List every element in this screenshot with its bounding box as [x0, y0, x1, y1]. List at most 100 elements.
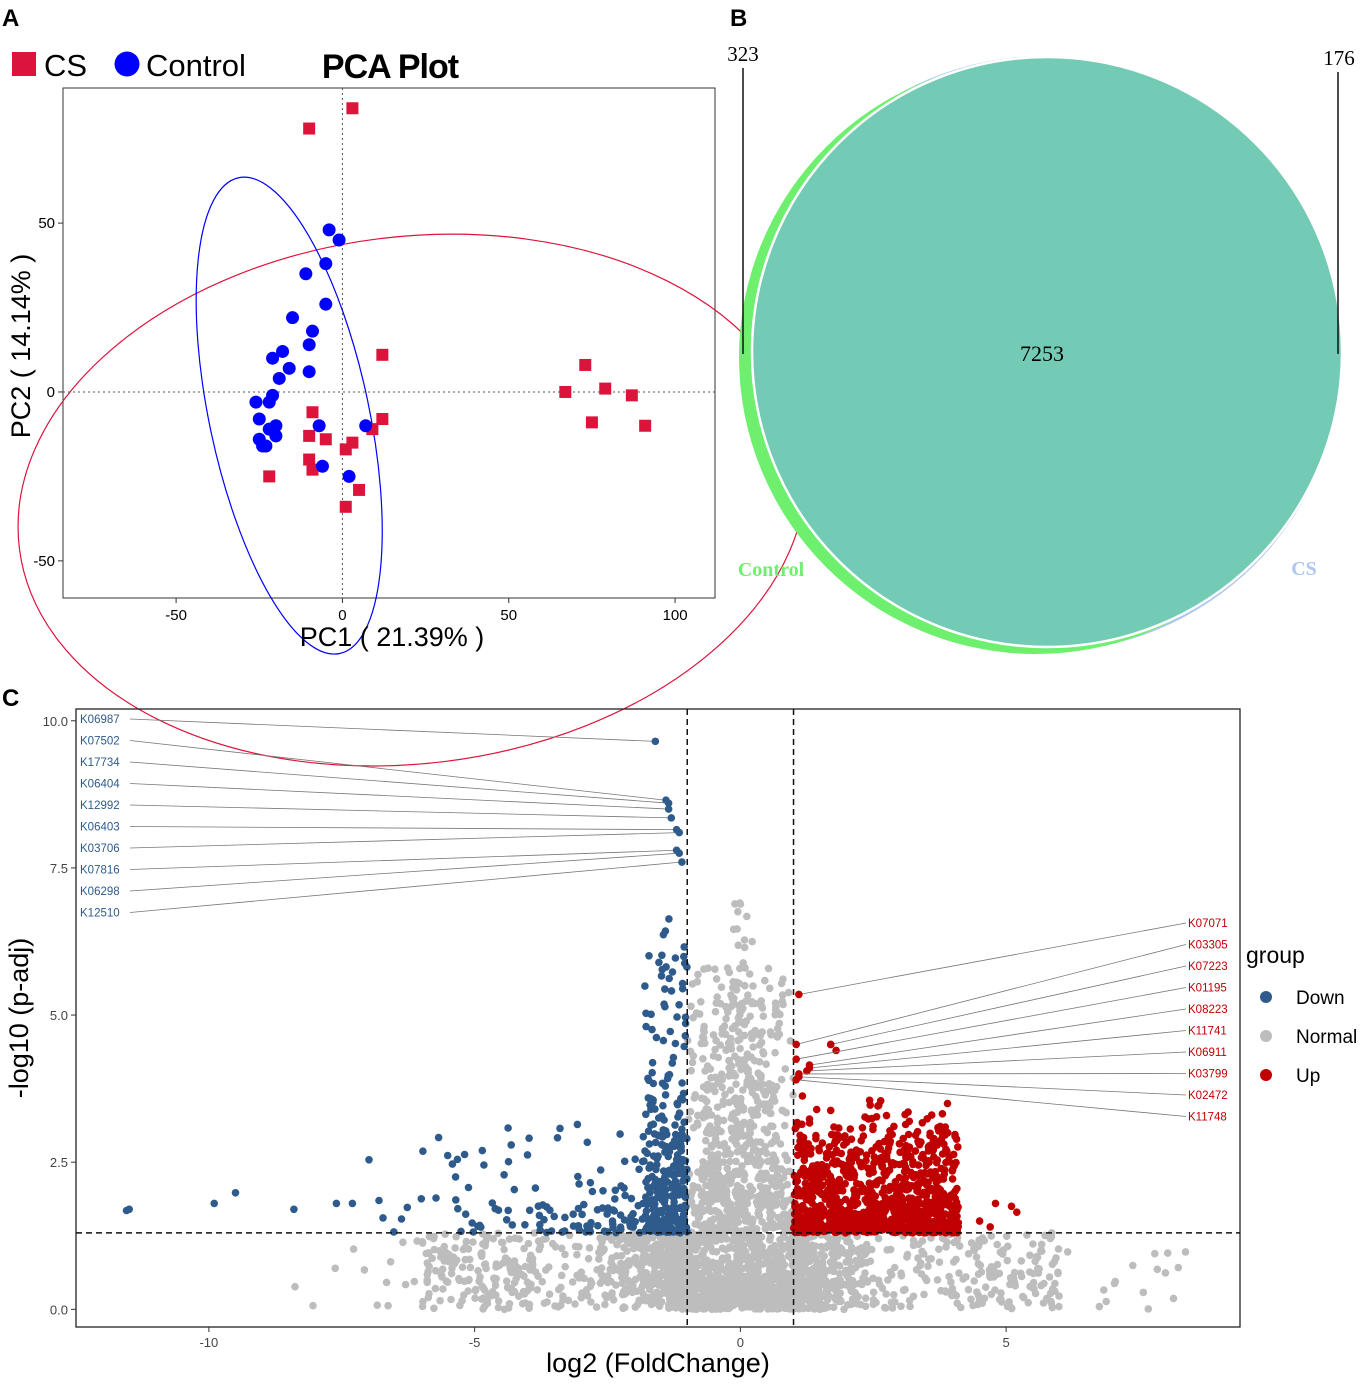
- volcano-xtick-label: -10: [199, 1335, 218, 1350]
- volcano-point-normal: [943, 1238, 951, 1246]
- volcano-point-down: [580, 1200, 588, 1209]
- volcano-point-normal: [758, 1100, 766, 1108]
- volcano-point-normal: [732, 1080, 740, 1088]
- volcano-point-normal: [617, 1252, 626, 1260]
- volcano-point-up: [803, 1142, 811, 1150]
- volcano-point-up: [884, 1185, 892, 1193]
- volcano-point-up: [927, 1111, 936, 1119]
- volcano-point-normal: [974, 1270, 983, 1278]
- volcano-point-down: [587, 1218, 595, 1227]
- volcano-leader-down: [129, 783, 669, 810]
- volcano-point-normal: [626, 1238, 635, 1246]
- volcano-point-normal: [533, 1286, 542, 1294]
- volcano-point-normal: [687, 1002, 695, 1011]
- volcano-point-down: [432, 1194, 440, 1202]
- volcano-point-normal: [1095, 1302, 1104, 1311]
- volcano-point-normal: [1151, 1249, 1159, 1258]
- pca-point-control: [262, 395, 276, 409]
- volcano-point-up: [885, 1139, 894, 1148]
- pca-point-cs: [376, 348, 389, 361]
- volcano-point-up: [932, 1158, 941, 1167]
- volcano-point-normal: [853, 1300, 862, 1308]
- volcano-point-normal: [471, 1286, 480, 1295]
- volcano-point-up: [852, 1146, 861, 1154]
- volcano-point-normal: [1153, 1265, 1162, 1274]
- volcano-point-normal: [799, 1237, 808, 1246]
- volcano-point-normal: [987, 1263, 996, 1271]
- volcano-point-up: [852, 1228, 861, 1236]
- volcano-point-normal: [538, 1277, 546, 1286]
- volcano-point-normal: [430, 1304, 438, 1313]
- volcano-point-normal: [445, 1253, 453, 1262]
- volcano-point-normal: [349, 1245, 358, 1253]
- volcano-point-down: [652, 1033, 661, 1042]
- volcano-point-down: [560, 1227, 569, 1235]
- volcano-point-normal: [1048, 1285, 1057, 1293]
- volcano-point-up: [857, 1136, 865, 1145]
- volcano-point-up: [943, 1129, 952, 1137]
- volcano-point-down: [668, 968, 677, 976]
- volcano-point-normal: [723, 1278, 731, 1286]
- volcano-point-down: [671, 1121, 679, 1129]
- volcano-point-normal: [662, 1272, 671, 1281]
- volcano-ytick-label: 5.0: [50, 1008, 68, 1023]
- venn-cs-only: 176: [1323, 46, 1355, 70]
- volcano-point-normal: [883, 1246, 891, 1254]
- volcano-point-normal: [502, 1277, 511, 1285]
- volcano-point-down: [534, 1202, 543, 1210]
- volcano-point-normal: [676, 1291, 684, 1299]
- volcano-gene-label-up: K03799: [1188, 1069, 1228, 1081]
- volcano-point-normal: [755, 1161, 763, 1170]
- volcano-point-normal: [386, 1258, 395, 1266]
- volcano-point-up: [940, 1227, 949, 1236]
- volcano-point-normal: [829, 1303, 838, 1311]
- volcano-point-normal: [1100, 1286, 1108, 1294]
- volcano-point-normal: [620, 1290, 628, 1299]
- pca-ytick-label: 0: [47, 384, 55, 401]
- volcano-point-normal: [1055, 1302, 1063, 1311]
- volcano-point-up: [868, 1167, 876, 1176]
- volcano-point-down: [631, 1155, 639, 1163]
- volcano-point-normal: [734, 941, 743, 950]
- volcano-point-up: [847, 1135, 856, 1143]
- volcano-point-normal: [887, 1271, 896, 1279]
- volcano-point-normal: [764, 964, 773, 973]
- volcano-point-normal: [718, 1030, 726, 1038]
- volcano-point-down: [480, 1161, 488, 1169]
- pca-point-control: [315, 459, 329, 473]
- volcano-point-down: [661, 1091, 670, 1099]
- volcano-point-down: [674, 1169, 683, 1178]
- volcano-point-normal: [819, 1304, 827, 1313]
- volcano-point-normal: [1045, 1273, 1054, 1281]
- volcano-point-up: [807, 1181, 815, 1190]
- volcano-point-normal: [862, 1276, 870, 1284]
- volcano-point-down: [611, 1195, 619, 1203]
- volcano-point-normal: [518, 1299, 527, 1308]
- volcano-point-normal: [811, 1295, 819, 1303]
- volcano-point-normal: [970, 1245, 978, 1253]
- volcano-point-normal: [955, 1269, 963, 1277]
- volcano-point-down: [210, 1199, 218, 1208]
- volcano-gene-label-down: K12992: [80, 800, 120, 812]
- volcano-point-normal: [758, 1080, 767, 1088]
- volcano-point-up: [859, 1209, 867, 1218]
- volcano-point-down: [569, 1222, 578, 1230]
- volcano-point-normal: [727, 1040, 735, 1048]
- volcano-point-normal: [819, 1252, 828, 1260]
- volcano-point-normal: [695, 1284, 704, 1293]
- volcano-point-normal: [720, 1022, 729, 1030]
- volcano-point-normal: [756, 1031, 765, 1040]
- pca-xtick-label: 50: [500, 607, 517, 624]
- pca-ytick-label: -50: [33, 553, 55, 570]
- volcano-point-normal: [937, 1286, 945, 1295]
- pca-xtick-label: -50: [165, 607, 187, 624]
- volcano-point-normal: [740, 943, 749, 952]
- volcano-point-normal: [664, 1246, 673, 1255]
- volcano-point-normal: [744, 991, 752, 999]
- pca-point-cs: [303, 122, 316, 135]
- volcano-point-normal: [764, 1299, 772, 1308]
- volcano-point-normal: [783, 1277, 792, 1286]
- pca-point-control: [342, 469, 356, 483]
- volcano-point-normal: [571, 1242, 580, 1251]
- volcano-point-normal: [774, 1286, 783, 1295]
